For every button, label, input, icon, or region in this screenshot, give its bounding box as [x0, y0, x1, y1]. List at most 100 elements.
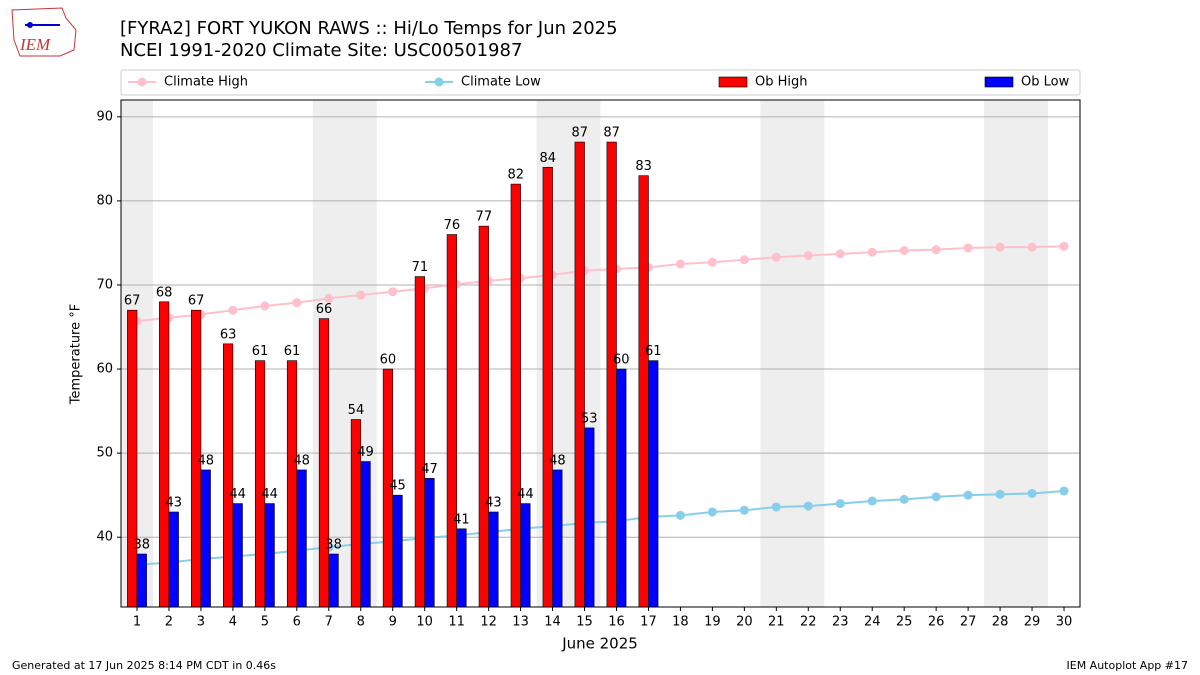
x-tick-label: 13 [512, 615, 529, 630]
y-tick-label: 60 [96, 362, 113, 377]
point [1059, 241, 1069, 251]
bar [328, 553, 339, 608]
data-label: 84 [539, 151, 556, 166]
data-label: 60 [613, 353, 630, 368]
bar [296, 469, 307, 608]
point [260, 301, 270, 311]
data-label: 82 [508, 168, 525, 183]
bar [168, 511, 179, 608]
x-tick-label: 12 [480, 615, 497, 630]
legend-label: Ob High [755, 75, 808, 90]
data-label: 43 [485, 495, 502, 510]
x-tick-label: 10 [416, 615, 433, 630]
bar [478, 225, 489, 608]
point [324, 293, 334, 303]
point [388, 287, 398, 297]
x-tick-label: 9 [389, 615, 397, 630]
point [292, 298, 302, 308]
point [1027, 242, 1037, 252]
x-tick-label: 5 [261, 615, 269, 630]
x-tick-label: 21 [768, 615, 785, 630]
point [739, 505, 749, 515]
x-axis-label: June 2025 [561, 635, 638, 653]
point [739, 255, 749, 265]
point [867, 247, 877, 257]
data-label: 71 [412, 260, 429, 275]
x-tick-label: 2 [165, 615, 173, 630]
data-label: 44 [261, 487, 278, 502]
footer-right: IEM Autoplot App #17 [1067, 659, 1189, 672]
x-tick-label: 15 [576, 615, 593, 630]
data-label: 49 [357, 445, 374, 460]
x-tick-label: 16 [608, 615, 625, 630]
data-label: 47 [421, 462, 438, 477]
bar [616, 368, 627, 608]
bar [159, 301, 170, 608]
x-tick-label: 1 [133, 615, 141, 630]
x-tick-label: 19 [704, 615, 721, 630]
point [675, 510, 685, 520]
legend-marker [137, 77, 147, 87]
point [963, 243, 973, 253]
x-tick-label: 20 [736, 615, 753, 630]
data-label: 66 [316, 302, 333, 317]
point [899, 494, 909, 504]
point [675, 259, 685, 269]
x-tick-label: 25 [896, 615, 913, 630]
data-label: 61 [252, 344, 269, 359]
data-label: 48 [549, 453, 566, 468]
bar [456, 528, 467, 608]
chart-subtitle: NCEI 1991-2020 Climate Site: USC00501987 [120, 40, 522, 61]
chart-title: [FYRA2] FORT YUKON RAWS :: Hi/Lo Temps f… [120, 18, 618, 39]
legend-label: Climate High [164, 75, 248, 90]
footer-left: Generated at 17 Jun 2025 8:14 PM CDT in … [12, 659, 276, 672]
data-label: 63 [220, 327, 237, 342]
data-label: 60 [380, 353, 397, 368]
bar [606, 141, 617, 608]
point [931, 492, 941, 502]
bar [200, 469, 211, 608]
data-label: 87 [571, 126, 588, 141]
y-tick-label: 80 [96, 193, 113, 208]
data-label: 41 [453, 512, 470, 527]
x-tick-label: 11 [448, 615, 465, 630]
x-tick-label: 22 [800, 615, 817, 630]
x-tick-label: 27 [960, 615, 977, 630]
logo-text: IEM [19, 35, 51, 54]
point [771, 252, 781, 262]
point [995, 242, 1005, 252]
logo: IEM [11, 7, 77, 57]
x-tick-label: 7 [325, 615, 333, 630]
bar [286, 360, 298, 608]
x-tick-label: 26 [928, 615, 945, 630]
data-label: 87 [603, 126, 620, 141]
bar [414, 276, 425, 608]
bar [638, 175, 649, 608]
plot-frame [120, 99, 1081, 608]
data-label: 68 [156, 285, 173, 300]
bar [552, 469, 563, 608]
logo-outline [11, 7, 77, 57]
data-label: 48 [293, 453, 310, 468]
y-tick-label: 40 [96, 530, 113, 545]
data-label: 44 [229, 487, 246, 502]
x-tick-label: 17 [640, 615, 657, 630]
point [963, 490, 973, 500]
bar [127, 309, 138, 608]
x-tick-label: 29 [1024, 615, 1041, 630]
bar [392, 494, 403, 608]
bar [232, 503, 243, 608]
x-tick-label: 30 [1056, 615, 1073, 630]
data-label: 38 [325, 538, 342, 553]
bar [584, 427, 595, 608]
point [899, 246, 909, 256]
y-tick-label: 90 [96, 109, 113, 124]
data-label: 67 [124, 294, 141, 309]
data-label: 67 [188, 294, 205, 309]
x-tick-label: 3 [197, 615, 205, 630]
point [1027, 488, 1037, 498]
point [707, 507, 717, 517]
line [136, 245, 1065, 323]
bar [574, 141, 585, 608]
bar [254, 360, 266, 608]
